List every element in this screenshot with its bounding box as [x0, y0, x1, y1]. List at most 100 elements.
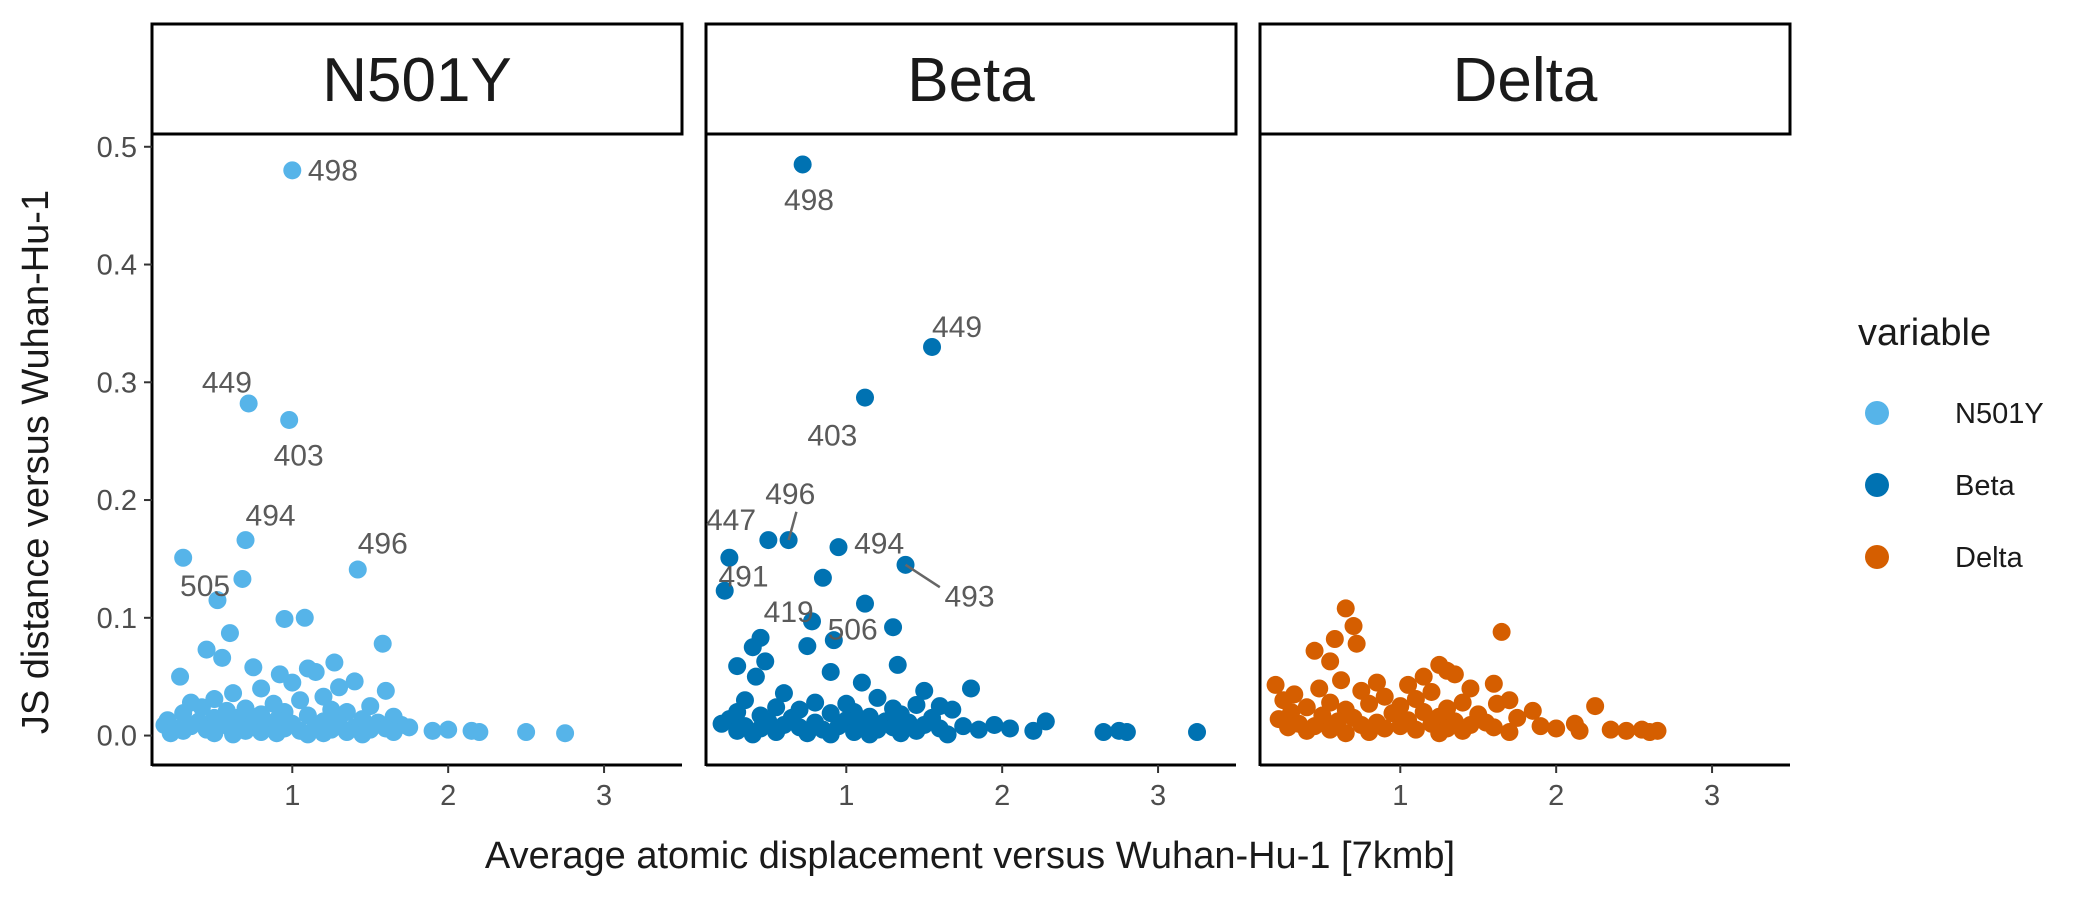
point-label: 403	[274, 439, 324, 472]
x-tick-label: 1	[284, 780, 300, 812]
data-point	[943, 700, 962, 719]
data-point	[1375, 719, 1394, 738]
data-point	[813, 568, 832, 587]
data-point	[1487, 694, 1506, 713]
data-point	[1406, 690, 1425, 709]
legend-key	[1865, 401, 1889, 425]
data-point	[1347, 634, 1366, 653]
data-point	[821, 725, 840, 744]
data-point	[756, 652, 775, 671]
data-point	[233, 569, 252, 588]
point-label: 491	[718, 561, 768, 594]
data-point	[1297, 721, 1316, 740]
data-point	[1484, 718, 1503, 737]
data-point	[985, 715, 1004, 734]
data-point	[793, 155, 812, 174]
data-point	[728, 721, 747, 740]
point-label: 498	[784, 184, 834, 217]
data-point	[1094, 723, 1113, 742]
data-point	[1332, 671, 1351, 690]
data-point	[337, 723, 356, 742]
legend-key	[1865, 545, 1889, 569]
point-label: 498	[308, 154, 358, 187]
data-point	[161, 724, 180, 743]
data-point	[824, 631, 843, 650]
data-point	[224, 684, 243, 703]
x-tick-label: 3	[1150, 780, 1166, 812]
data-point	[954, 717, 973, 736]
y-tick-label: 0.2	[97, 485, 137, 517]
point-label: 447	[706, 504, 756, 537]
panel-delta: Delta 1 2 3	[1258, 22, 1792, 812]
data-point	[1414, 667, 1433, 686]
data-point	[1325, 630, 1344, 648]
data-point	[907, 695, 926, 714]
data-point	[891, 724, 910, 743]
data-point	[298, 725, 317, 744]
data-point	[712, 714, 731, 733]
data-point	[1586, 697, 1605, 716]
data-point	[1406, 720, 1425, 739]
data-point	[1297, 698, 1316, 717]
data-point	[252, 723, 271, 742]
y-tick-label: 0.3	[97, 367, 137, 399]
data-point	[373, 634, 392, 653]
y-axis-title: JS distance versus Wuhan-Hu-1	[15, 190, 57, 734]
x-tick-label: 1	[838, 780, 854, 812]
data-point	[938, 725, 957, 744]
facet-strip-label: Delta	[1453, 46, 1598, 115]
data-point	[174, 548, 193, 567]
data-point	[1024, 721, 1043, 740]
data-point	[743, 638, 762, 657]
data-point	[1484, 674, 1503, 693]
point-label: 449	[202, 366, 252, 399]
data-point	[517, 723, 536, 742]
data-point	[220, 624, 239, 643]
data-point	[1453, 693, 1472, 712]
y-tick-label: 0.5	[97, 132, 137, 164]
y-tick-label: 0.0	[97, 721, 137, 753]
data-point	[1547, 719, 1566, 738]
data-point	[1310, 679, 1329, 698]
data-point	[330, 678, 349, 697]
data-point	[1321, 652, 1340, 671]
data-point	[1188, 723, 1207, 742]
data-point	[798, 637, 817, 656]
data-point	[798, 724, 817, 743]
legend-key	[1865, 473, 1889, 497]
data-point	[907, 721, 926, 740]
data-point	[720, 548, 739, 567]
data-point	[439, 720, 458, 739]
point-label: 494	[246, 499, 296, 532]
x-tick-label: 3	[596, 780, 612, 812]
data-point	[1445, 665, 1464, 684]
y-tick-label: 0.1	[97, 603, 137, 635]
data-point	[280, 410, 299, 429]
data-point	[1336, 599, 1355, 618]
data-point	[759, 531, 778, 550]
legend-title: variable	[1858, 312, 1991, 354]
data-point	[314, 687, 333, 706]
data-point	[213, 648, 232, 667]
data-point	[345, 672, 364, 691]
data-point	[1036, 712, 1055, 731]
panels-layer: N501Y 1 2 3 498 449 403 494 496 505 Beta 1 2 3 498 449 4…	[150, 22, 1792, 812]
data-point	[1117, 723, 1136, 742]
legend: variable N501Y Beta Delta	[1858, 312, 2044, 574]
data-point	[205, 724, 224, 743]
point-label: 403	[807, 419, 857, 452]
data-point	[208, 591, 227, 610]
data-point	[1508, 708, 1527, 727]
data-point	[746, 667, 765, 686]
data-point	[1344, 617, 1363, 636]
data-point	[728, 657, 747, 676]
data-point	[325, 653, 344, 672]
x-tick-label: 3	[1704, 780, 1720, 812]
data-point	[962, 679, 980, 698]
data-point	[1360, 694, 1379, 713]
data-point	[969, 720, 988, 739]
data-point	[829, 538, 848, 557]
data-point	[715, 581, 734, 600]
